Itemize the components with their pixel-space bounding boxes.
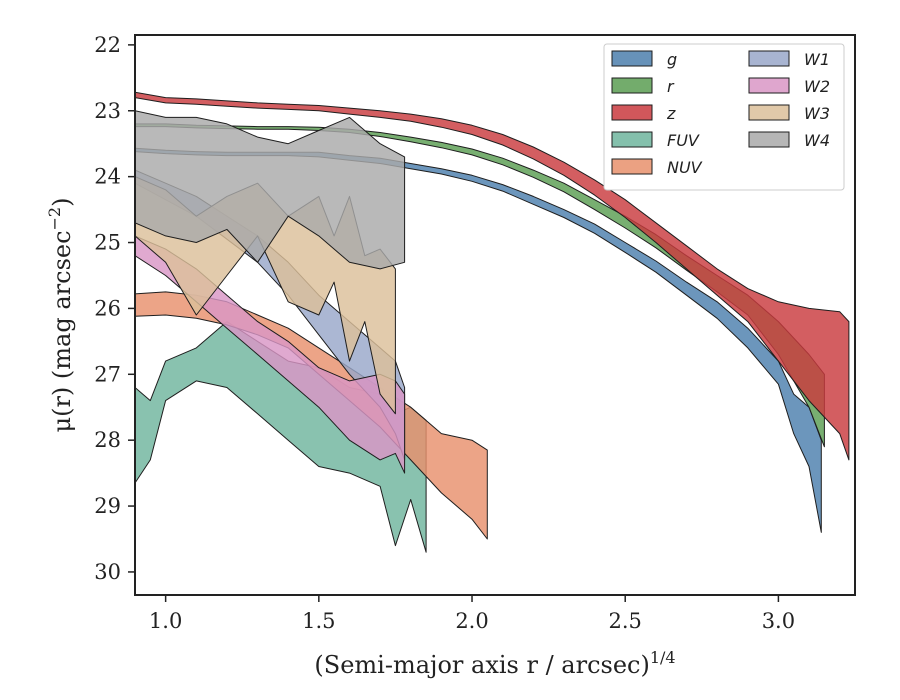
legend-label-w2: W2: [804, 77, 830, 96]
legend-label-r: r: [667, 77, 675, 96]
legend-swatch-z: [611, 104, 653, 121]
legend-swatch-nuv: [611, 158, 653, 175]
x-tick-label: 2.0: [455, 609, 488, 633]
x-tick-label: 2.5: [609, 609, 642, 633]
x-tick-label: 1.5: [302, 609, 335, 633]
legend-swatch-w4: [748, 131, 790, 148]
legend-label-nuv: NUV: [667, 158, 703, 177]
y-tick-label: 26: [94, 296, 121, 320]
legend-swatch-w3: [748, 104, 790, 121]
x-tick-label: 1.0: [149, 609, 182, 633]
plot-frame: [134, 34, 856, 596]
legend: grz FUV NUV W1 W2 W3 W4: [603, 43, 845, 191]
legend-swatch-g: [611, 50, 653, 67]
legend-label-z: z: [666, 104, 676, 123]
series-band-w4: [135, 110, 406, 270]
y-axis: 22 23 24 25 26 27 28 29 30: [94, 33, 135, 584]
legend-swatch-w2: [748, 77, 790, 94]
legend-label-w1: W1: [804, 50, 830, 69]
legend-label-w4: W4: [804, 131, 830, 150]
legend-swatch-w1: [748, 50, 790, 67]
x-tick-label: 3.0: [762, 609, 795, 633]
series-band-z: [135, 91, 850, 461]
y-tick-label: 25: [94, 231, 121, 255]
y-tick-label: 29: [94, 494, 121, 518]
x-axis-label: (Semi-major axis r / arcsec)1/4: [314, 648, 675, 679]
x-axis: 1.0 1.5 2.0 2.5 3.0: [149, 595, 795, 633]
y-axis-label: μ(r) (mag arcsec−2): [45, 198, 76, 433]
y-tick-label: 30: [94, 560, 121, 584]
legend-swatch-fuv: [611, 131, 653, 148]
y-tick-label: 28: [94, 428, 121, 452]
y-tick-label: 24: [94, 165, 121, 189]
legend-label-g: g: [667, 50, 677, 69]
legend-swatch-r: [611, 77, 653, 94]
y-tick-label: 22: [94, 33, 121, 57]
y-tick-label: 23: [94, 99, 121, 123]
legend-label-w3: W3: [804, 104, 830, 123]
y-tick-label: 27: [94, 362, 121, 386]
series-layer: [135, 91, 850, 553]
legend-label-fuv: FUV: [667, 131, 700, 150]
